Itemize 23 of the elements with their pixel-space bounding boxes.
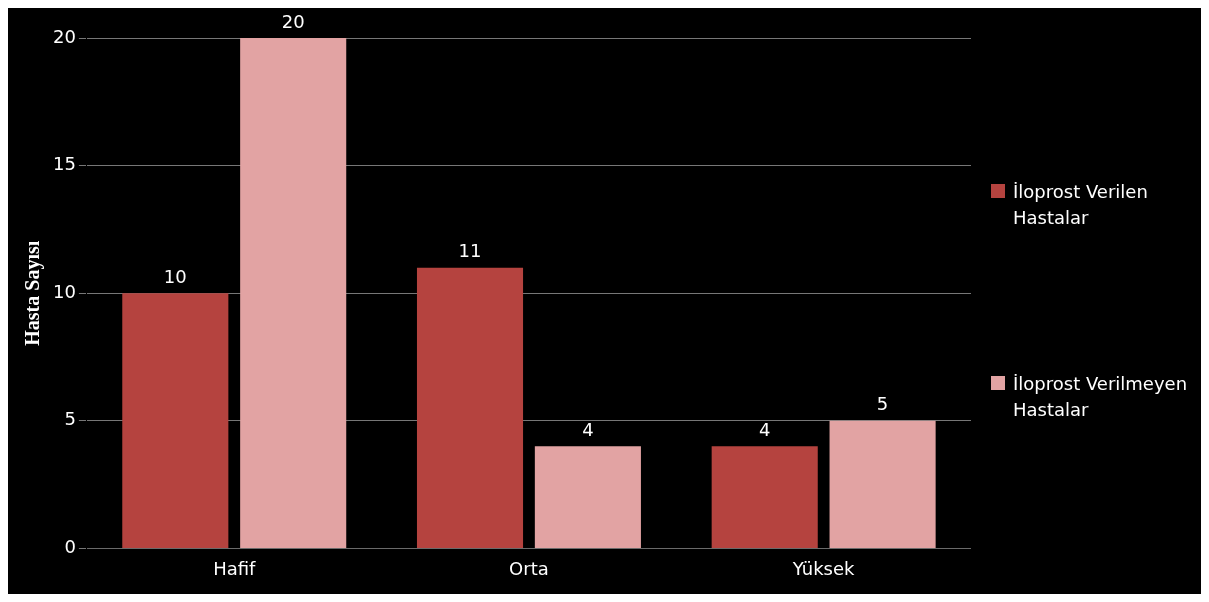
legend-label: İloprost Verilmeyen Hastalar xyxy=(1013,372,1189,422)
data-label: 20 xyxy=(281,10,305,32)
y-tick-label: 20 xyxy=(53,25,76,47)
x-tick-label: Yüksek xyxy=(791,557,856,579)
bar xyxy=(122,293,229,548)
y-tick-label: 5 xyxy=(64,408,76,430)
data-label: 4 xyxy=(582,418,594,440)
data-label: 10 xyxy=(163,265,187,287)
y-tick-label: 15 xyxy=(53,153,76,175)
data-label: 4 xyxy=(758,418,771,440)
x-tick-label: Orta xyxy=(509,557,549,579)
legend-label: İloprost Verilen Hastalar xyxy=(1013,180,1149,230)
y-tick-label: 0 xyxy=(64,536,76,558)
y-axis-title: Hasta Sayısı xyxy=(21,240,45,346)
bar xyxy=(416,267,524,548)
bar xyxy=(240,38,347,548)
data-label: 11 xyxy=(458,240,482,262)
y-tick-label: 10 xyxy=(53,280,76,302)
x-tick-label: Hafif xyxy=(213,557,257,579)
bar xyxy=(711,446,818,548)
data-label: 5 xyxy=(876,393,889,415)
bar xyxy=(534,446,641,548)
bar xyxy=(829,420,936,548)
